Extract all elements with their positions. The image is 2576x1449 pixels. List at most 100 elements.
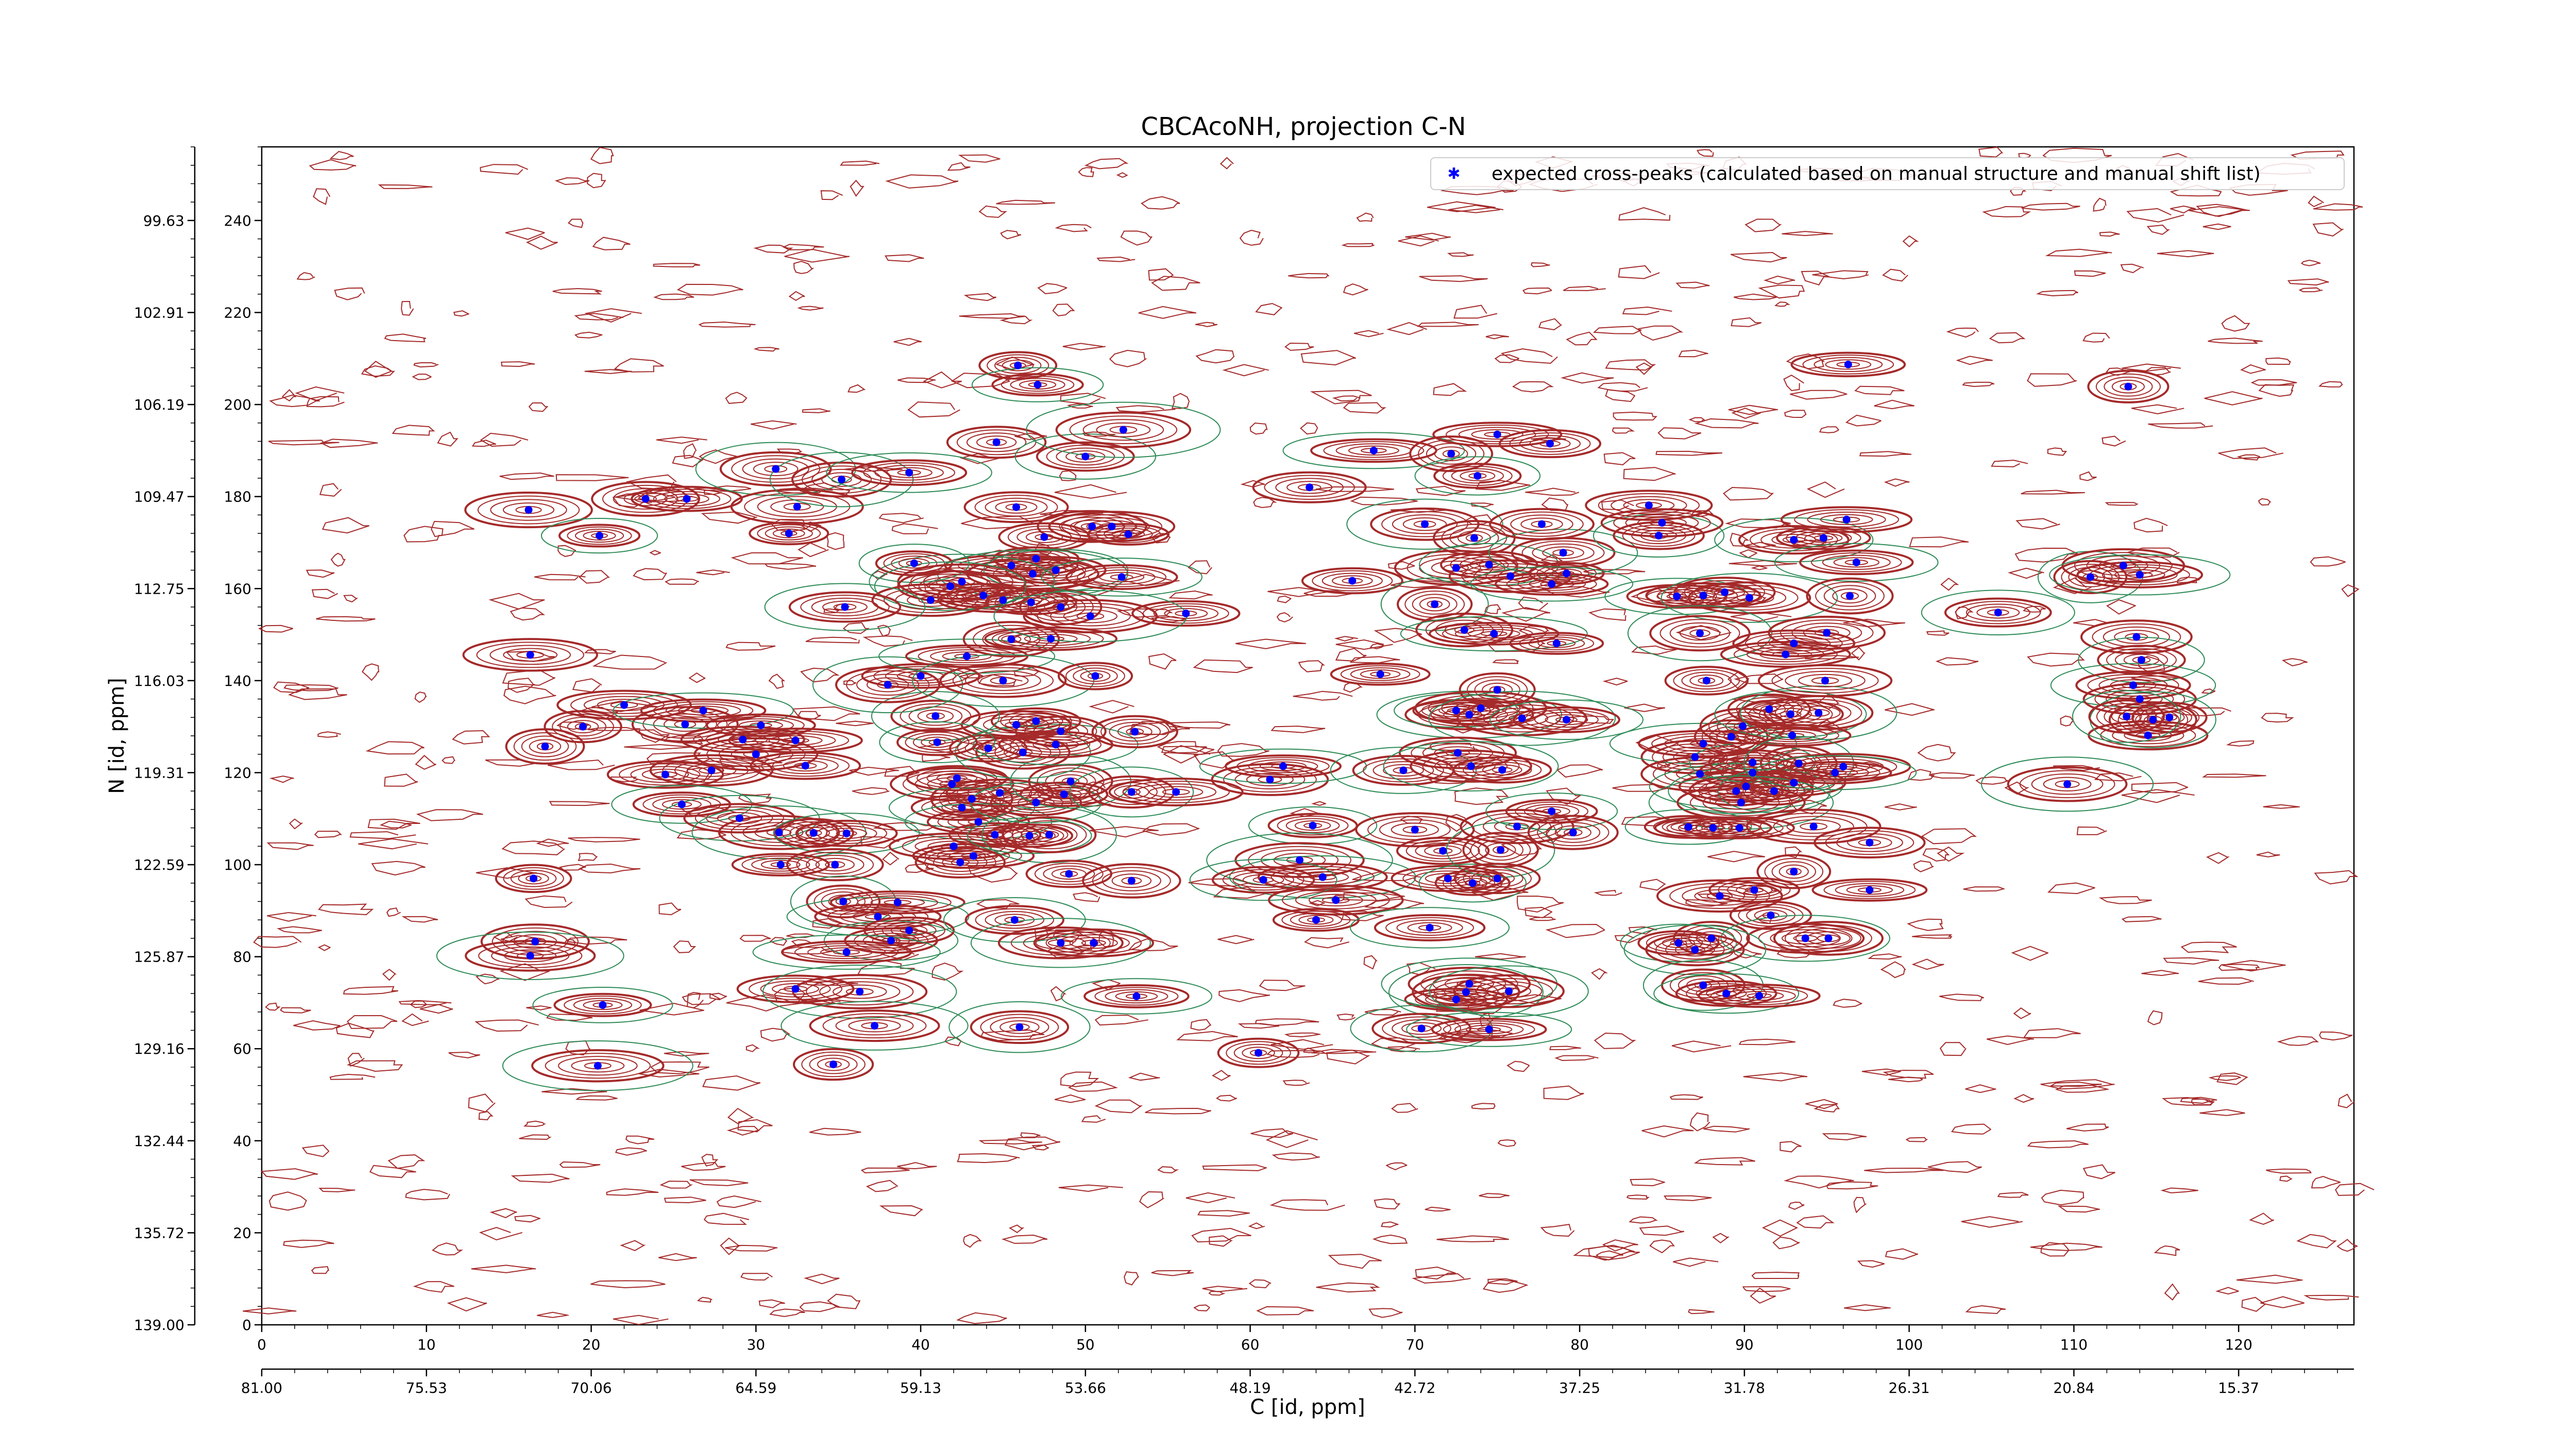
peak-contour — [1277, 816, 1349, 836]
noise-contour — [1516, 896, 1564, 913]
negative-contour — [1429, 965, 1589, 1017]
noise-contour — [823, 608, 840, 614]
noise-contour — [2076, 826, 2107, 835]
peak-contour — [1467, 629, 1520, 639]
noise-contour — [499, 472, 554, 480]
peak-contour — [1449, 527, 1499, 549]
peak-contour — [1136, 783, 1217, 801]
noise-contour — [976, 899, 1020, 909]
noise-contour — [277, 926, 323, 934]
peak-marker — [681, 720, 689, 729]
peak-contour — [1014, 715, 1107, 747]
peak-marker — [1691, 753, 1699, 761]
peak-contour — [505, 728, 585, 765]
negative-contour — [1660, 572, 1838, 623]
noise-contour — [266, 842, 314, 850]
peak-marker — [1473, 471, 1482, 480]
noise-contour — [2163, 957, 2219, 965]
noise-contour — [702, 1075, 761, 1091]
peak-contour — [1323, 441, 1425, 460]
peak-contour — [871, 583, 990, 617]
noise-contour — [329, 1073, 376, 1080]
peak-contour — [1050, 606, 1131, 627]
noise-contour — [1084, 158, 1129, 170]
noise-contour — [314, 831, 343, 838]
peak-marker — [1548, 807, 1556, 815]
peak-contour — [1023, 599, 1158, 634]
peak-contour — [1348, 445, 1399, 456]
noise-contour — [1961, 1216, 2023, 1228]
peak-contour — [835, 1016, 914, 1036]
peak-contour — [1472, 762, 1532, 778]
peak-contour — [768, 735, 823, 746]
noise-contour — [269, 394, 320, 408]
peak-contour — [1122, 781, 1230, 803]
peak-marker — [887, 936, 895, 945]
peak-marker — [969, 852, 977, 860]
noise-contour — [1335, 648, 1367, 662]
noise-contour — [2040, 1079, 2115, 1090]
peak-contour — [1226, 1041, 1291, 1065]
noise-contour — [1909, 536, 1969, 548]
noise-contour — [836, 720, 874, 727]
noise-contour — [1738, 1038, 1795, 1046]
peak-contour — [991, 373, 1084, 397]
noise-contour — [1612, 427, 1635, 434]
peak-contour — [1396, 919, 1463, 936]
peak-contour — [1131, 600, 1241, 627]
noise-contour — [620, 1240, 646, 1252]
negative-contour — [970, 918, 1151, 968]
noise-contour — [1447, 252, 1474, 257]
noise-contour — [665, 578, 700, 585]
noise-contour — [1921, 828, 1977, 845]
noise-contour — [1062, 343, 1106, 350]
x-ppm-tick-label: 53.66 — [1065, 1379, 1106, 1396]
noise-contour — [843, 680, 857, 685]
y-ppm-tick-label: 129.16 — [134, 1040, 184, 1057]
y-tick-label: 140 — [224, 672, 251, 689]
noise-contour — [1454, 787, 1509, 805]
peak-marker — [1739, 722, 1747, 730]
noise-contour — [587, 173, 606, 189]
peak-marker — [791, 985, 800, 993]
noise-contour — [541, 1088, 607, 1095]
noise-contour — [764, 563, 817, 570]
noise-contour — [2335, 1183, 2375, 1196]
peak-marker — [1782, 650, 1790, 659]
noise-contour — [2011, 946, 2048, 961]
noise-contour — [501, 361, 535, 367]
peak-contour — [1398, 736, 1517, 769]
peak-contour — [2076, 561, 2204, 588]
peak-contour — [999, 791, 1073, 814]
peak-contour — [631, 485, 743, 512]
noise-contour — [1675, 625, 1732, 641]
peak-marker — [1790, 867, 1798, 875]
peak-contour — [1720, 641, 1851, 668]
noise-contour — [1639, 1225, 1685, 1236]
peak-contour — [1295, 890, 1377, 909]
peak-marker — [1296, 856, 1304, 864]
peak-contour — [583, 531, 616, 541]
peak-contour — [1637, 930, 1720, 956]
noise-contour — [1822, 1133, 1867, 1141]
y-ppm-tick-label: 112.75 — [134, 580, 184, 597]
peak-marker — [1312, 916, 1320, 924]
peak-contour — [761, 754, 850, 777]
peak-contour — [999, 1020, 1040, 1034]
peak-contour — [1077, 567, 1167, 587]
peak-contour — [742, 458, 809, 480]
peak-contour — [1694, 889, 1745, 903]
noise-contour — [574, 331, 603, 339]
noise-contour — [2180, 941, 2237, 953]
noise-contour — [1365, 1008, 1401, 1016]
peak-marker — [677, 800, 686, 808]
peak-contour — [665, 703, 741, 718]
noise-contour — [549, 801, 610, 806]
x-tick-label: 20 — [582, 1336, 601, 1353]
peak-contour — [553, 992, 652, 1017]
peak-marker — [1444, 874, 1452, 883]
noise-contour — [2314, 870, 2359, 885]
noise-contour — [1560, 372, 1614, 384]
noise-contour — [1415, 485, 1466, 496]
peak-contour — [1789, 764, 1880, 782]
